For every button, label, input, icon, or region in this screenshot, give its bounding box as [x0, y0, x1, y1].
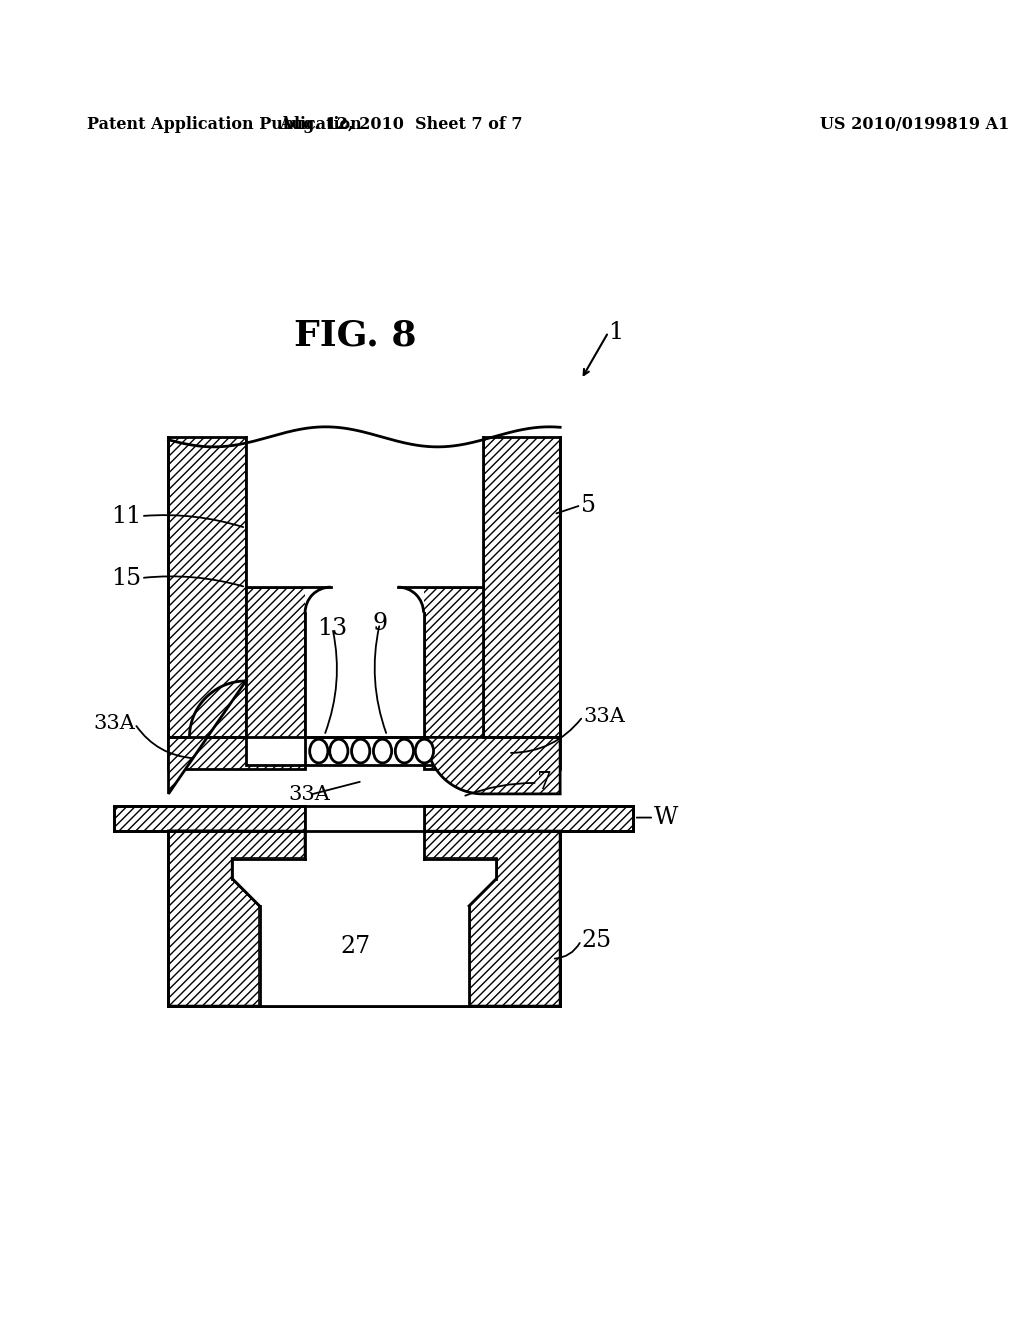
Text: 13: 13 [317, 616, 347, 640]
Text: 9: 9 [373, 612, 387, 635]
Ellipse shape [330, 739, 348, 763]
Text: Patent Application Publication: Patent Application Publication [86, 116, 361, 133]
Polygon shape [246, 437, 482, 587]
Text: 11: 11 [111, 504, 141, 528]
Polygon shape [424, 738, 560, 770]
Polygon shape [424, 805, 633, 832]
Ellipse shape [309, 739, 328, 763]
Text: FIG. 8: FIG. 8 [294, 318, 417, 352]
Text: US 2010/0199819 A1: US 2010/0199819 A1 [820, 116, 1009, 133]
Text: 33A: 33A [93, 714, 135, 733]
Ellipse shape [395, 739, 414, 763]
Polygon shape [305, 805, 424, 832]
Polygon shape [246, 587, 331, 738]
Polygon shape [169, 437, 246, 738]
Text: Aug. 12, 2010  Sheet 7 of 7: Aug. 12, 2010 Sheet 7 of 7 [279, 116, 522, 133]
Text: 33A: 33A [289, 785, 331, 804]
Text: 1: 1 [608, 321, 624, 345]
Polygon shape [482, 437, 560, 738]
Polygon shape [469, 832, 560, 1006]
Text: 7: 7 [538, 771, 552, 795]
Polygon shape [305, 738, 424, 764]
Polygon shape [424, 832, 560, 1006]
Ellipse shape [351, 739, 370, 763]
Polygon shape [169, 832, 305, 1006]
Polygon shape [169, 832, 259, 1006]
Polygon shape [114, 805, 305, 832]
Text: 5: 5 [581, 494, 596, 516]
Text: 33A: 33A [583, 708, 625, 726]
Polygon shape [169, 832, 560, 1006]
Polygon shape [169, 738, 305, 770]
Polygon shape [398, 587, 482, 738]
Polygon shape [232, 832, 497, 1006]
Polygon shape [305, 587, 424, 738]
Polygon shape [232, 832, 497, 1006]
Polygon shape [426, 738, 560, 793]
Text: 15: 15 [111, 566, 141, 590]
Ellipse shape [374, 739, 391, 763]
Polygon shape [169, 681, 246, 793]
Text: 25: 25 [581, 929, 611, 952]
Polygon shape [169, 832, 305, 1006]
Text: W: W [654, 807, 678, 829]
Ellipse shape [416, 739, 433, 763]
Text: 27: 27 [340, 936, 371, 958]
